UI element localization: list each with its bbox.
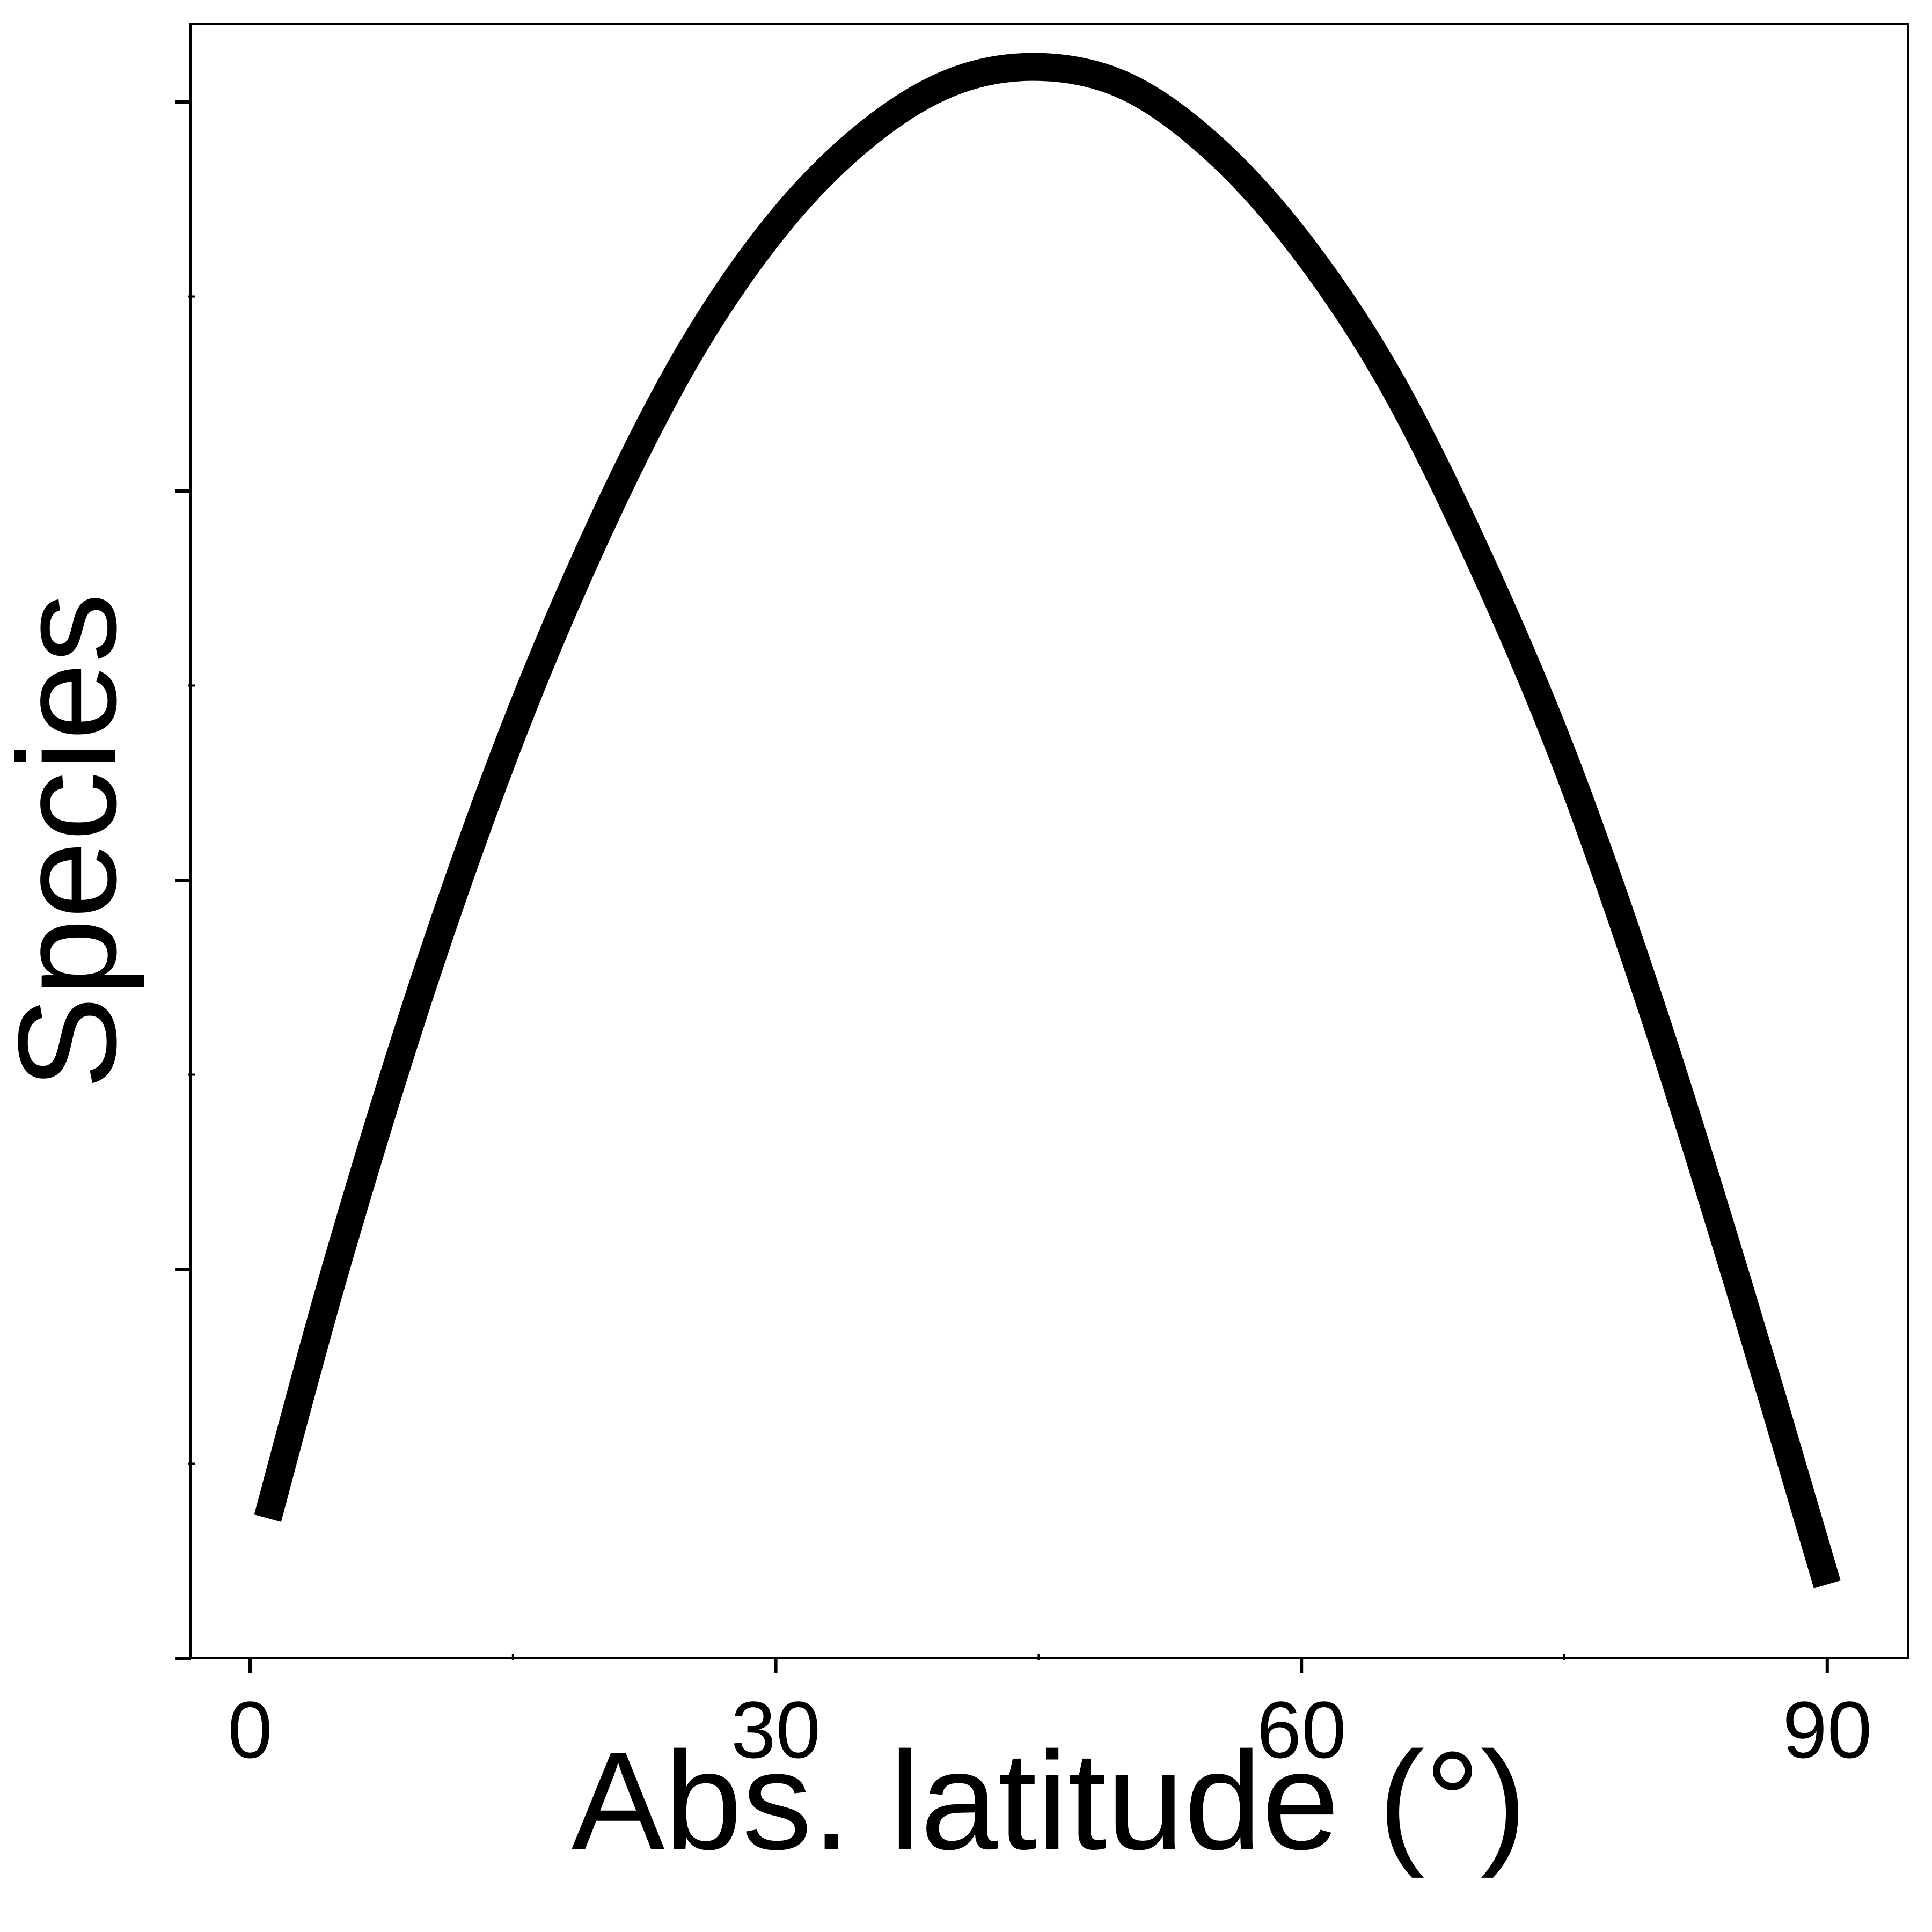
x-tick-label: 0 [228, 1685, 272, 1775]
y-axis-title: Species [0, 593, 146, 1089]
x-tick-label: 90 [1782, 1685, 1872, 1775]
plot-frame [189, 23, 1909, 1659]
x-axis-tick-labels: 0 30 60 90 [228, 1685, 1872, 1775]
x-axis-title: Abs. latitude (°) [572, 1723, 1527, 1879]
series-line [254, 53, 1841, 1589]
y-axis-ticks [175, 100, 195, 1660]
x-tick-label: 30 [731, 1685, 821, 1775]
x-axis-ticks [248, 1654, 1829, 1673]
x-tick-label: 60 [1257, 1685, 1346, 1775]
